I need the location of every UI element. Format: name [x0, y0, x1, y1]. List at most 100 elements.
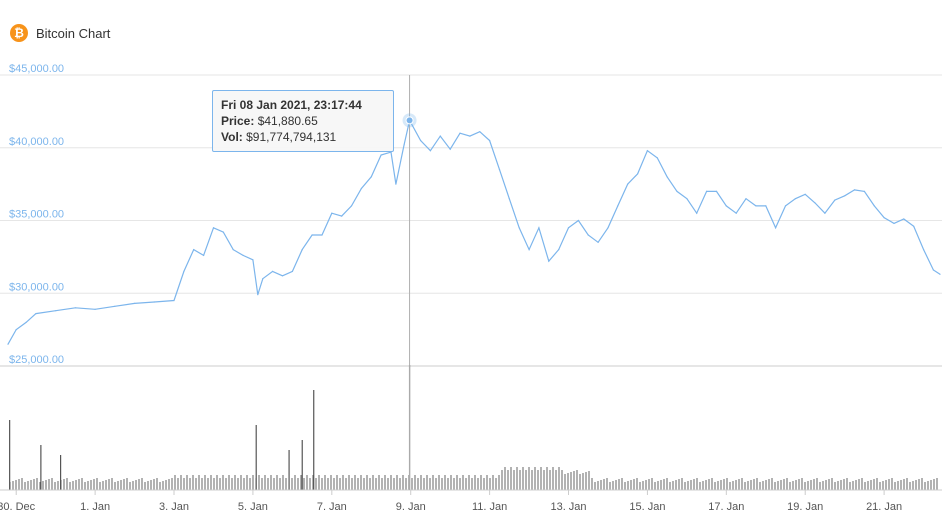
price-point — [74, 307, 76, 309]
price-point — [824, 212, 826, 214]
x-tick-label: 11. Jan — [472, 501, 507, 513]
price-point — [666, 176, 668, 178]
price-point — [331, 212, 333, 214]
price-point — [203, 254, 205, 256]
price-point — [577, 219, 580, 222]
volume-bars — [0, 365, 942, 491]
price-point — [262, 278, 264, 280]
tooltip-vol-value: $91,774,794,131 — [246, 130, 337, 144]
price-tooltip: Fri 08 Jan 2021, 23:17:44 Price: $41,880… — [212, 90, 394, 152]
price-point — [784, 205, 787, 207]
price-point — [173, 299, 175, 302]
x-tick-label: 15. Jan — [629, 501, 665, 513]
price-point — [360, 187, 362, 190]
price-point — [696, 212, 698, 214]
price-point — [745, 198, 747, 200]
price-point — [281, 275, 284, 277]
price-point — [257, 294, 259, 296]
price-point — [883, 217, 885, 219]
price-point — [114, 305, 116, 307]
price-point — [272, 270, 274, 272]
price-point — [232, 249, 234, 251]
price-point — [775, 227, 777, 229]
price-point — [439, 135, 441, 137]
x-tick-label: 13. Jan — [550, 501, 586, 513]
price-point — [55, 310, 57, 312]
price-series-line — [7, 118, 941, 345]
price-point — [498, 169, 501, 171]
price-point — [863, 190, 866, 192]
price-point — [923, 249, 925, 251]
price-point — [489, 139, 491, 142]
price-point — [548, 260, 550, 262]
price-point — [15, 329, 17, 331]
x-tick-label: 7. Jan — [317, 501, 347, 513]
price-point — [153, 301, 155, 303]
price-point — [834, 199, 836, 201]
price-point — [558, 249, 560, 251]
price-point — [706, 190, 708, 192]
price-point — [242, 254, 244, 256]
price-point — [627, 183, 629, 185]
price-point — [725, 205, 727, 207]
price-point — [932, 269, 935, 271]
hover-point[interactable] — [405, 116, 414, 125]
price-point — [893, 222, 895, 224]
chart-title: Bitcoin Chart — [36, 25, 111, 41]
x-tick-label: 17. Jan — [708, 501, 744, 513]
price-point — [134, 302, 136, 304]
tooltip-vol-label: Vol: — [221, 130, 243, 144]
price-point — [656, 157, 658, 159]
price-point — [35, 313, 37, 315]
y-tick-label: $45,000.00 — [9, 63, 64, 75]
grid-lines — [0, 74, 942, 367]
x-tick-label: 30. Dec — [0, 501, 36, 513]
price-point — [765, 205, 767, 207]
price-point — [321, 234, 323, 236]
price-point — [301, 249, 303, 251]
price-point — [193, 249, 195, 251]
y-tick-label: $35,000.00 — [9, 209, 64, 221]
price-point — [25, 321, 27, 323]
price-point — [311, 234, 313, 236]
tooltip-date: Fri 08 Jan 2021, 23:17:44 — [221, 98, 362, 112]
price-point — [212, 227, 215, 229]
price-point — [94, 308, 96, 310]
chart-header: ₿ Bitcoin Chart — [10, 23, 110, 43]
price-point — [873, 205, 875, 207]
price-point — [449, 148, 451, 150]
price-point — [715, 190, 718, 192]
price-point — [853, 189, 856, 191]
bitcoin-icon: ₿ — [10, 24, 28, 42]
price-point — [939, 273, 941, 275]
price-point — [183, 270, 185, 272]
price-point — [508, 198, 510, 200]
price-point — [395, 183, 397, 185]
price-point — [469, 135, 471, 137]
tooltip-price-value: $41,880.65 — [257, 114, 318, 128]
price-point — [637, 173, 639, 175]
price-point — [291, 270, 293, 272]
price-point — [429, 150, 431, 152]
tooltip-price-label: Price: — [221, 114, 255, 128]
price-point — [538, 227, 540, 229]
price-point — [646, 150, 649, 152]
price-point — [587, 234, 589, 236]
x-axis: 30. Dec 1. Jan 3. Jan 5. Jan 7. Jan 9. Jan 11.… — [0, 490, 902, 513]
x-tick-label: 21. Jan — [866, 501, 902, 513]
price-point — [420, 139, 422, 142]
y-tick-label: $40,000.00 — [9, 136, 64, 148]
y-tick-label: $30,000.00 — [9, 281, 64, 293]
price-point — [735, 212, 737, 214]
price-point — [479, 131, 481, 133]
price-point — [617, 205, 619, 207]
price-point — [686, 198, 688, 200]
price-point — [913, 225, 915, 227]
y-axis: $25,000.00 $30,000.00 $35,000.00 $40,000.00… — [9, 63, 64, 366]
price-point — [814, 202, 816, 204]
price-point — [341, 215, 343, 217]
price-point — [597, 241, 599, 243]
x-tick-label: 5. Jan — [238, 501, 268, 513]
x-tick-label: 9. Jan — [396, 501, 426, 513]
